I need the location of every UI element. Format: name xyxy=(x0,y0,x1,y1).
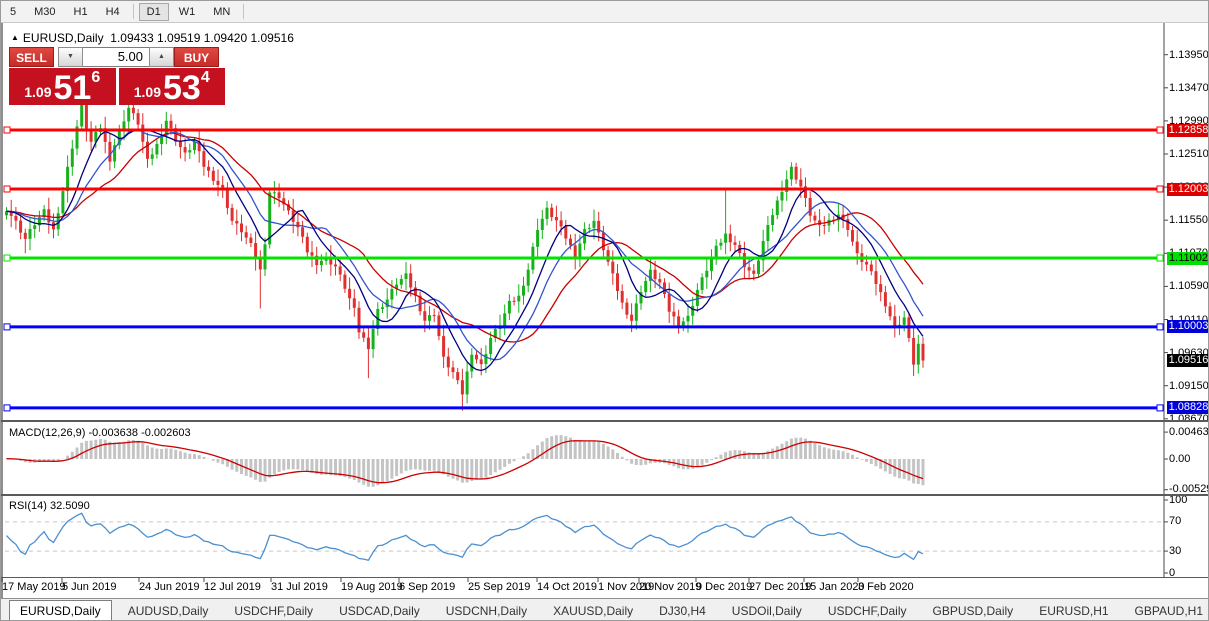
horizontal-lines[interactable] xyxy=(3,126,1164,412)
macd-main-value: -0.003638 xyxy=(88,427,139,439)
tab-eurusd-h1[interactable]: EURUSD,H1 xyxy=(1039,603,1109,618)
price-line-label: 1.12858 xyxy=(1167,123,1209,137)
panel-separator[interactable] xyxy=(1,494,1208,496)
date-axis-label: 1 Nov 2019 xyxy=(598,581,655,593)
rsi-indicator xyxy=(5,512,1164,561)
price-line-label: 1.10003 xyxy=(1167,320,1209,334)
collapse-panel-icon[interactable]: ▲ xyxy=(11,33,19,42)
timeframe-button-h1[interactable]: H1 xyxy=(73,5,88,18)
price-axis-tick: 1.13470 xyxy=(1169,81,1209,94)
panel-separator[interactable] xyxy=(1,420,1208,422)
timeframe-button-d1[interactable]: D1 xyxy=(138,2,169,21)
price-axis-tick: 1.13950 xyxy=(1169,48,1209,61)
rsi-axis-label: 0 xyxy=(1169,566,1176,579)
tab-usdoil-daily[interactable]: USDOil,Daily xyxy=(731,603,802,618)
chart-tab-bar: EURUSD,Daily AUDUSD,Daily USDCHF,Daily USDC… xyxy=(1,598,1208,620)
chevron-up-icon: ▲ xyxy=(158,53,165,60)
price-line-label: 1.11002 xyxy=(1167,251,1208,265)
current-price-label: 1.09516 xyxy=(1167,354,1209,367)
tab-dj30-h4[interactable]: DJ30,H4 xyxy=(659,603,706,618)
macd-axis-label: 0.00463 xyxy=(1169,425,1209,438)
timeframe-button-h4[interactable]: H4 xyxy=(105,5,120,18)
tab-gbpaud-h1[interactable]: GBPAUD,H1 xyxy=(1134,603,1204,618)
date-axis-label: 14 Oct 2019 xyxy=(537,581,597,593)
tab-xauusd-daily[interactable]: XAUUSD,Daily xyxy=(553,603,634,618)
sell-price-box[interactable]: 1.09 51 6 xyxy=(9,68,116,105)
price-axis-tick: 1.11550 xyxy=(1169,214,1208,227)
sell-price-main: 51 xyxy=(53,69,92,107)
close-value: 1.09516 xyxy=(250,31,294,45)
date-axis-label: 5 Jun 2019 xyxy=(62,581,117,593)
timeframe-button-m30[interactable]: M30 xyxy=(34,5,56,18)
date-axis-label: 24 Jun 2019 xyxy=(139,581,200,593)
rsi-name: RSI(14) xyxy=(9,500,47,512)
macd-signal-value: -0.002603 xyxy=(141,427,191,439)
buy-button[interactable]: BUY xyxy=(174,47,219,67)
date-axis-label: 20 Nov 2019 xyxy=(639,581,702,593)
date-axis-label: 17 May 2019 xyxy=(2,581,66,593)
symbol-period-label: EURUSD,Daily xyxy=(22,31,104,45)
volume-increase-button[interactable]: ▲ xyxy=(149,47,174,67)
rsi-value: 32.5090 xyxy=(49,500,90,512)
macd-indicator xyxy=(5,435,925,487)
macd-name: MACD(12,26,9) xyxy=(9,427,86,439)
date-axis-label: 25 Sep 2019 xyxy=(468,581,531,593)
macd-title: MACD(12,26,9) -0.003638 -0.002603 xyxy=(9,427,191,439)
tab-eurusd-daily[interactable]: EURUSD,Daily xyxy=(9,599,112,620)
buy-price-pip: 4 xyxy=(200,69,210,86)
date-axis-label: 12 Jul 2019 xyxy=(204,581,261,593)
timeframe-button-w1[interactable]: W1 xyxy=(178,5,196,18)
date-axis-label: 9 Dec 2019 xyxy=(696,581,753,593)
chevron-down-icon: ▼ xyxy=(67,53,74,60)
timeframe-button-mn[interactable]: MN xyxy=(213,5,231,18)
volume-input[interactable]: 5.00 xyxy=(83,47,149,67)
date-axis-label: 15 Jan 2020 xyxy=(804,581,865,593)
date-axis-separator xyxy=(1,577,1208,578)
macd-axis-label: -0.005299 xyxy=(1169,483,1208,496)
ohlc-info-line: ▲ EURUSD,Daily 1.09433 1.09519 1.09420 1.… xyxy=(11,31,294,45)
price-axis-tick: 1.10590 xyxy=(1169,280,1209,293)
low-value: 1.09420 xyxy=(203,31,248,45)
tab-gbpusd-daily[interactable]: GBPUSD,Daily xyxy=(932,603,1014,618)
tab-audusd-daily[interactable]: AUDUSD,Daily xyxy=(127,603,209,618)
date-axis-label: 3 Feb 2020 xyxy=(858,581,914,593)
macd-axis-label: 0.00 xyxy=(1169,452,1191,465)
tab-usdchf-daily[interactable]: USDCHF,Daily xyxy=(234,603,314,618)
buy-price-prefix: 1.09 xyxy=(133,84,161,100)
buy-price-box[interactable]: 1.09 53 4 xyxy=(118,68,225,107)
price-axis-tick: 1.12510 xyxy=(1169,148,1209,160)
volume-decrease-button[interactable]: ▼ xyxy=(58,47,83,67)
date-axis-label: 19 Aug 2019 xyxy=(341,581,403,593)
timeframe-button-5[interactable]: 5 xyxy=(10,5,17,18)
rsi-title: RSI(14) 32.5090 xyxy=(9,500,90,512)
candlestick-series xyxy=(5,92,925,411)
sell-button[interactable]: SELL xyxy=(9,47,54,67)
tab-usdchf-daily[interactable]: USDCHF,Daily xyxy=(827,603,907,618)
tab-usdcnh-daily[interactable]: USDCNH,Daily xyxy=(445,603,528,618)
toolbar-separator xyxy=(132,4,134,19)
date-axis-label: 27 Dec 2019 xyxy=(749,581,812,593)
chart-window xyxy=(1,23,1208,598)
date-axis-label: 31 Jul 2019 xyxy=(271,581,328,593)
toolbar-separator xyxy=(243,4,245,19)
rsi-axis-label: 100 xyxy=(1169,493,1188,506)
price-line-label: 1.08828 xyxy=(1167,401,1209,415)
open-value: 1.09433 xyxy=(110,31,154,45)
buy-price-main: 53 xyxy=(163,69,201,107)
rsi-axis-label: 30 xyxy=(1169,544,1182,557)
date-axis-label: 6 Sep 2019 xyxy=(399,581,456,593)
sell-price-prefix: 1.09 xyxy=(24,84,52,100)
price-axis-tick: 1.09150 xyxy=(1169,379,1209,392)
one-click-trade-panel: SELL ▼ 5.00 ▲ BUY 1.09 51 6 1.09 53 4 xyxy=(9,47,225,105)
rsi-axis-label: 70 xyxy=(1169,515,1182,528)
high-value: 1.09519 xyxy=(157,31,201,45)
tab-usdcad-daily[interactable]: USDCAD,Daily xyxy=(339,603,420,618)
price-line-label: 1.12003 xyxy=(1167,182,1209,196)
sell-price-pip: 6 xyxy=(91,69,101,86)
timeframe-toolbar: 5 M30 H1 H4 D1 W1 MN xyxy=(1,1,1208,23)
